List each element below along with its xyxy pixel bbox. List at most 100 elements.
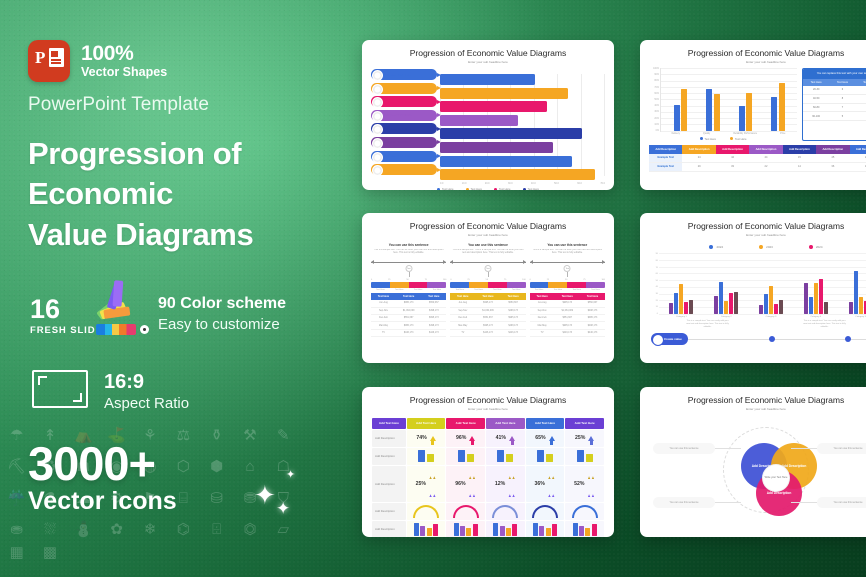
slide-preview-venn[interactable]: Progression of Economic Value Diagrams E… bbox=[640, 387, 866, 537]
table-cell: 33 bbox=[715, 162, 750, 172]
column-header: Text Here bbox=[855, 78, 866, 87]
table-cell: 18 bbox=[849, 162, 866, 172]
venn-callout-4[interactable]: You can use this sentence bbox=[817, 497, 866, 508]
blue-data-table[interactable]: You can replace this text with your own … bbox=[802, 68, 866, 141]
venn-callout-1[interactable]: You can use this sentence bbox=[653, 443, 715, 454]
column-header: Text Here bbox=[803, 78, 830, 87]
bar-label[interactable]: Put your Text Here bbox=[371, 109, 441, 122]
bar-label[interactable]: Put your Text Here bbox=[371, 150, 441, 163]
aspect-ratio-value: 16:9 bbox=[104, 371, 145, 393]
people-icon: ♟♟ bbox=[547, 475, 556, 480]
bar-label[interactable]: Put your Text Here bbox=[371, 123, 441, 136]
table-header-row: Add Text Here Add Text Here Add Text Here A… bbox=[372, 418, 604, 429]
arrow-up-icon bbox=[469, 435, 476, 445]
matrix-cell bbox=[406, 502, 446, 520]
bar-segment bbox=[487, 282, 507, 288]
venn-callout-2[interactable]: You can use this sentence bbox=[817, 443, 866, 454]
bar-label[interactable]: Put your Text Here bbox=[371, 136, 441, 149]
column-header: Add Description bbox=[849, 145, 866, 154]
matrix-cell: 36% ♟♟ ♟♟ bbox=[525, 465, 565, 502]
matrix-cell: 52% ♟♟ ♟♟ bbox=[565, 465, 604, 502]
row-label: Add Description bbox=[372, 429, 406, 447]
percent-value: 65% bbox=[535, 435, 546, 442]
chart-bar bbox=[771, 96, 777, 131]
matrix-cell bbox=[446, 502, 486, 520]
chart-bar bbox=[457, 450, 465, 463]
matrix-cell bbox=[406, 447, 446, 465]
bar-group bbox=[673, 88, 687, 131]
create-value-button[interactable]: Create value bbox=[651, 332, 688, 346]
slide-subtitle: Enter your sub headline here bbox=[746, 233, 786, 237]
table-row: Example Text293322143618 bbox=[649, 162, 866, 172]
title-line-1: Progression of bbox=[28, 136, 242, 171]
bar-label[interactable]: Put your Text Here bbox=[371, 82, 441, 95]
timeline-node-1[interactable] bbox=[769, 336, 775, 343]
table-cell: $550,667 bbox=[500, 300, 526, 308]
slide-title: Progression of Economic Value Diagrams bbox=[687, 48, 845, 58]
sparkle-icon-large: ✦ bbox=[254, 480, 276, 510]
bar-group bbox=[714, 281, 739, 315]
table-cell: $446,173 bbox=[554, 329, 581, 338]
axis-tick: 40% bbox=[654, 105, 659, 108]
venn-callout-3[interactable]: You can use this sentence bbox=[653, 497, 715, 508]
slide-preview-percent-matrix[interactable]: Progression of Economic Value Diagrams E… bbox=[362, 387, 614, 537]
slide-preview-three-panel[interactable]: Progression of Economic Value Diagrams E… bbox=[362, 213, 614, 363]
panel[interactable]: You can use this sentence This is a sampl… bbox=[371, 243, 447, 338]
arrow-up-icon bbox=[509, 435, 516, 445]
table-cell: 44 bbox=[749, 153, 783, 163]
table-cell: 7 bbox=[829, 103, 856, 113]
legend-item: 2022 bbox=[709, 245, 723, 250]
axis-tick: 0% bbox=[655, 129, 659, 132]
column-header: Text Here bbox=[371, 292, 396, 301]
bar-label[interactable]: Put your Text Here bbox=[371, 69, 441, 81]
table-cell: Example Text bbox=[649, 153, 683, 163]
matrix-cell: 74% bbox=[406, 429, 446, 447]
axis-category: Category 2 bbox=[720, 316, 732, 319]
chart-bar bbox=[763, 293, 768, 315]
x-axis-categories: Delivery Quality Reliability Performance Pr… bbox=[660, 133, 797, 135]
table-row: Add Description 25% ♟♟ ♟♟ 96% ♟♟ ♟♟ 12% ♟♟ ♟♟ 36% ♟… bbox=[372, 465, 604, 502]
chart-bar bbox=[497, 450, 505, 463]
slide-preview-horizontal-bar[interactable]: Progression of Economic Value Diagrams E… bbox=[362, 40, 614, 190]
bar-label[interactable]: Put your Text Here bbox=[371, 164, 441, 177]
chart-bar bbox=[440, 87, 568, 99]
axis-tick: 75 bbox=[583, 279, 586, 281]
table-cell: Dec-Feb bbox=[529, 314, 555, 323]
left-info-panel: P 100% Vector Shapes PowerPoint Template… bbox=[0, 0, 360, 577]
chart-bar bbox=[585, 527, 591, 536]
table-row: Jun-Aug $995,173 $550,667 bbox=[371, 300, 447, 308]
segment-label: Text Here bbox=[455, 288, 465, 291]
slide-preview-vertical-bar-table[interactable]: Progression of Economic Value Diagrams E… bbox=[640, 40, 866, 190]
chart-bar bbox=[539, 525, 545, 536]
table-cell: Mar-May bbox=[529, 321, 555, 330]
segment-bar bbox=[529, 282, 605, 288]
bar-segment bbox=[548, 282, 568, 288]
bar-label[interactable]: Put your Text Here bbox=[371, 96, 441, 109]
axis-category: Quality bbox=[703, 133, 711, 135]
table-row: TV $446,173 $446,173 bbox=[529, 329, 605, 338]
gridline bbox=[661, 74, 797, 75]
slide-preview-multi-series-bar[interactable]: Progression of Economic Value Diagrams E… bbox=[640, 213, 866, 363]
bar-group bbox=[572, 522, 597, 536]
color-scheme-subtitle: Easy to customize bbox=[158, 316, 280, 333]
scale-stem bbox=[567, 272, 568, 277]
table-cell: 45 bbox=[816, 153, 850, 163]
vector-icon-glyph: ⌸ bbox=[178, 489, 188, 507]
timeline-node-2[interactable] bbox=[845, 336, 851, 343]
table-cell: Mar-May bbox=[450, 321, 476, 330]
panel[interactable]: You can use this sentence This is a sampl… bbox=[450, 243, 526, 338]
matrix-cell bbox=[486, 447, 525, 465]
table-cell: $550,667 bbox=[421, 300, 447, 308]
bar-segment bbox=[389, 282, 409, 288]
vector-icon-glyph: ☔ bbox=[7, 489, 26, 507]
table-row: Example Text244444154522 bbox=[649, 153, 866, 163]
panel[interactable]: You can use this sentence This is a sampl… bbox=[529, 243, 606, 338]
vector-icon-glyph: ⏣ bbox=[243, 520, 257, 538]
percent-value: 74% bbox=[416, 435, 427, 442]
row-label: Add Description bbox=[372, 520, 406, 537]
vector-icon-glyph: ⬢ bbox=[210, 458, 224, 476]
table-cell: Sep-Nov bbox=[529, 307, 555, 316]
bar-segment bbox=[529, 282, 549, 288]
matrix-cell: 25% bbox=[565, 429, 604, 447]
